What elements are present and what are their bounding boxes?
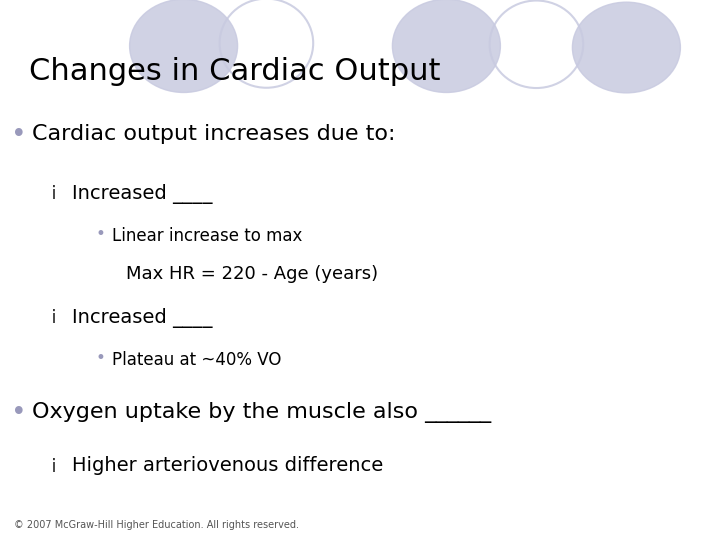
Text: •: • xyxy=(96,349,106,367)
Text: © 2007 McGraw-Hill Higher Education. All rights reserved.: © 2007 McGraw-Hill Higher Education. All… xyxy=(14,520,300,530)
Text: Increased ____: Increased ____ xyxy=(72,308,212,328)
Text: •: • xyxy=(96,225,106,243)
Text: ¡: ¡ xyxy=(50,454,58,472)
Text: •: • xyxy=(11,122,27,147)
Text: Increased ____: Increased ____ xyxy=(72,184,212,204)
Text: Plateau at ~40% VO: Plateau at ~40% VO xyxy=(112,351,281,369)
Text: Max HR = 220 - Age (years): Max HR = 220 - Age (years) xyxy=(126,265,378,282)
Ellipse shape xyxy=(392,0,500,92)
Text: Cardiac output increases due to:: Cardiac output increases due to: xyxy=(32,124,396,144)
Ellipse shape xyxy=(130,0,238,92)
Text: Higher arteriovenous difference: Higher arteriovenous difference xyxy=(72,456,383,475)
Text: Oxygen uptake by the muscle also ______: Oxygen uptake by the muscle also ______ xyxy=(32,402,492,423)
Text: Changes in Cardiac Output: Changes in Cardiac Output xyxy=(29,57,441,86)
Ellipse shape xyxy=(572,2,680,93)
Text: Linear increase to max: Linear increase to max xyxy=(112,227,302,245)
Text: ¡: ¡ xyxy=(50,181,58,200)
Text: •: • xyxy=(11,400,27,426)
Text: ¡: ¡ xyxy=(50,305,58,324)
